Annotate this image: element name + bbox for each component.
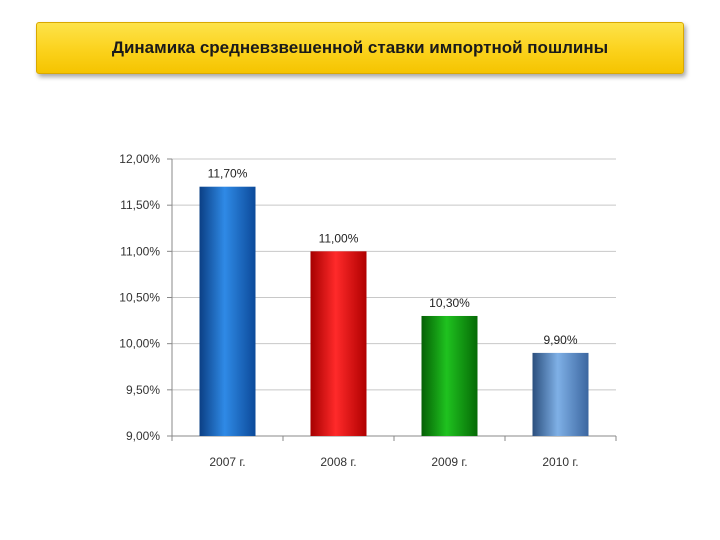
y-tick-label: 9,00% <box>126 429 160 443</box>
x-tick-label: 2010 г. <box>542 455 578 469</box>
data-label: 11,70% <box>208 167 248 181</box>
y-tick-label: 12,00% <box>119 152 160 166</box>
bar-3 <box>421 315 478 436</box>
x-tick-label: 2007 г. <box>209 455 245 469</box>
y-tick-label: 10,50% <box>119 291 160 305</box>
x-tick-label: 2009 г. <box>431 455 467 469</box>
bar-1 <box>199 186 256 436</box>
y-tick-label: 9,50% <box>126 383 160 397</box>
bar-4 <box>532 352 589 436</box>
y-tick-label: 10,00% <box>119 337 160 351</box>
data-label: 10,30% <box>429 296 470 310</box>
bar-2 <box>310 251 367 436</box>
data-label: 11,00% <box>319 231 359 245</box>
data-label: 9,90% <box>543 333 577 347</box>
chart-title-banner: Динамика средневзвешенной ставки импортн… <box>36 22 684 74</box>
chart-title: Динамика средневзвешенной ставки импортн… <box>111 38 609 57</box>
x-tick-label: 2008 г. <box>320 455 356 469</box>
y-tick-label: 11,50% <box>120 198 160 212</box>
y-tick-label: 11,00% <box>120 244 160 258</box>
